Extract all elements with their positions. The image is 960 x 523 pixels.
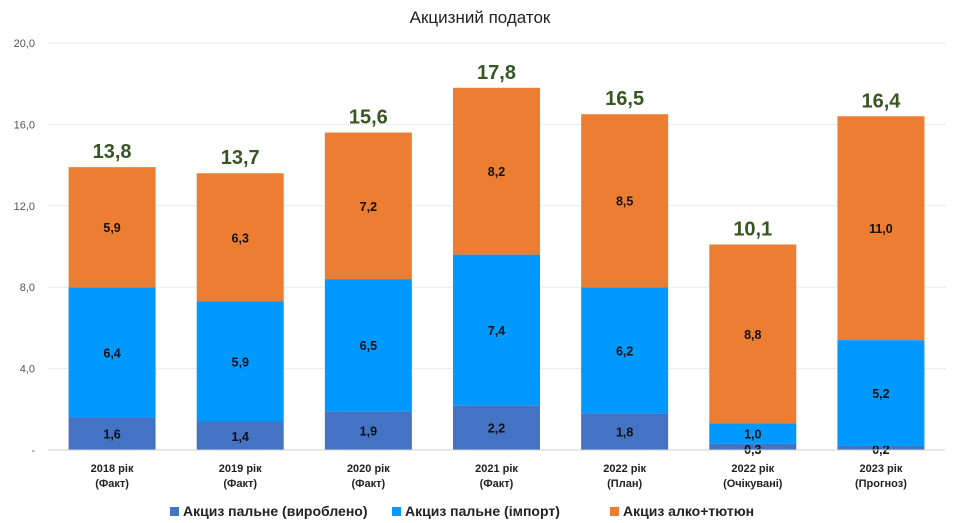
y-tick-label: 20,0 [14, 38, 35, 50]
x-tick-sublabel: (Факт) [351, 478, 385, 490]
segment-data-label: 8,2 [488, 165, 505, 179]
legend-label: Акциз алко+тютюн [623, 503, 754, 519]
bar-segment [581, 114, 669, 288]
bar-segment [709, 423, 797, 444]
bar-segment [581, 287, 669, 414]
bar-segment [196, 173, 284, 302]
total-data-label: 13,8 [93, 141, 132, 163]
segment-data-label: 1,9 [360, 425, 377, 439]
bar-segment [68, 287, 156, 418]
bar-segment [581, 413, 669, 450]
x-tick-label: 2022 рік [603, 463, 646, 475]
x-tick-sublabel: (Очікувані) [723, 478, 783, 490]
x-tick-sublabel: (Факт) [95, 478, 129, 490]
bar-segment [709, 443, 797, 450]
bar-segment [837, 340, 925, 446]
segment-data-label: 6,4 [103, 346, 120, 360]
x-tick-label: 2020 рік [347, 463, 390, 475]
segment-data-label: 7,2 [360, 200, 377, 214]
legend: Акциз пальне (вироблено) Акциз пальне (ім… [170, 503, 754, 519]
segment-data-label: 6,3 [232, 231, 249, 245]
segment-data-label: 5,9 [103, 221, 120, 235]
segment-data-label: 1,0 [744, 428, 761, 442]
total-data-label: 13,7 [221, 147, 260, 169]
bar-segment [324, 132, 412, 280]
x-tick-label: 2018 рік [91, 463, 134, 475]
segment-data-label: 1,6 [103, 428, 120, 442]
x-tick-sublabel: (Прогноз) [855, 478, 907, 490]
bars: 1,6 6,4 5,9 13,8 1,4 5,9 6,3 13,7 1,9 6,5 7,2 15,6 2… [68, 62, 925, 457]
y-tick-label: 12,0 [14, 201, 35, 213]
total-data-label: 15,6 [349, 107, 388, 129]
segment-data-label: 7,4 [488, 324, 505, 338]
segment-data-label: 5,9 [232, 355, 249, 369]
bar-segment [324, 411, 412, 450]
legend-label: Акциз пальне (вироблено) [183, 503, 368, 519]
segment-data-label: 11,0 [869, 222, 893, 236]
bar-segment [453, 405, 540, 450]
bar-segment [837, 445, 925, 450]
x-tick-label: 2022 рік [731, 463, 774, 475]
segment-data-label: 2,2 [488, 422, 505, 436]
x-tick-sublabel: (Факт) [223, 478, 257, 490]
x-tick-sublabel: (Факт) [480, 478, 514, 490]
legend-label: Акциз пальне (імпорт) [405, 503, 560, 519]
bar-segment [68, 167, 156, 288]
x-tick-label: 2021 рік [475, 463, 518, 475]
total-data-label: 10,1 [733, 218, 772, 240]
y-tick-label: 4,0 [20, 364, 35, 376]
legend-swatch [610, 507, 619, 516]
total-data-label: 16,5 [605, 88, 644, 110]
bar-segment [196, 421, 284, 450]
segment-data-label: 8,5 [616, 195, 633, 209]
y-tick-label: - [31, 445, 35, 457]
total-data-label: 17,8 [477, 62, 516, 84]
segment-data-label: 6,2 [616, 344, 633, 358]
y-tick-label: 16,0 [14, 119, 35, 131]
bar-segment [196, 301, 284, 422]
x-tick-label: 2019 рік [219, 463, 262, 475]
legend-swatch [170, 507, 179, 516]
segment-data-label: 6,5 [360, 339, 377, 353]
y-axis: - 4,0 8,0 12,0 16,0 20,0 [14, 38, 36, 457]
segment-data-label: 1,8 [616, 426, 633, 440]
bar-segment [453, 254, 540, 406]
x-tick-sublabel: (План) [607, 478, 642, 490]
segment-data-label: 5,2 [872, 387, 889, 401]
x-axis: 2018 рік (Факт) 2019 рік (Факт) 2020 рік (Фак… [48, 449, 945, 490]
total-data-label: 16,4 [861, 90, 901, 112]
bar-segment [709, 244, 797, 424]
segment-data-label: 8,8 [744, 328, 761, 342]
bar-segment [324, 279, 412, 412]
legend-swatch [392, 507, 401, 516]
bar-segment [837, 116, 925, 341]
bar-segment [68, 417, 156, 450]
y-tick-label: 8,0 [20, 282, 35, 294]
segment-data-label: 1,4 [232, 430, 249, 444]
x-tick-label: 2023 рік [860, 463, 903, 475]
chart-title: Акцизний податок [410, 8, 551, 27]
bar-segment [453, 87, 540, 255]
